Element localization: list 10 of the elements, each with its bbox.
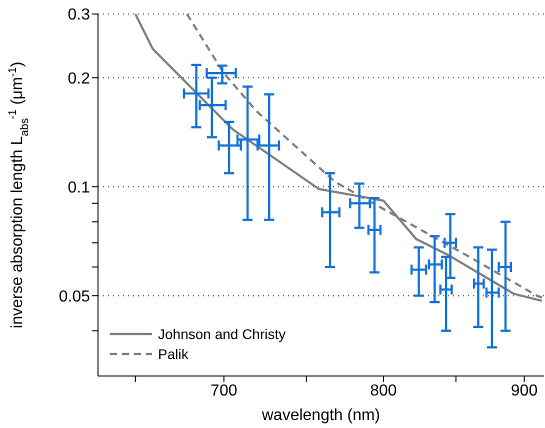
y-tick-label: 0.05 <box>58 288 90 306</box>
y-tick-label: 0.3 <box>68 6 90 24</box>
x-tick-label: 900 <box>510 382 538 400</box>
legend-label: Palik <box>158 346 188 362</box>
y-tick-label: 0.2 <box>68 70 90 88</box>
y-tick-label: 0.1 <box>68 179 90 196</box>
x-axis-title: wavelength (nm) <box>260 407 380 424</box>
legend-label: Johnson and Christy <box>158 326 286 342</box>
x-tick-label: 800 <box>370 382 397 400</box>
x-tick-label: 700 <box>210 382 238 400</box>
